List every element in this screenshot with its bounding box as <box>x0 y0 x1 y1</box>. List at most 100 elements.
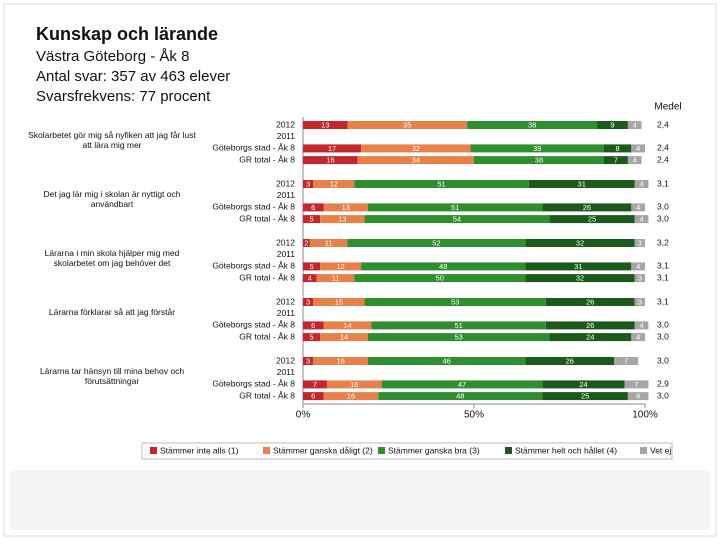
bar-label: 34 <box>412 156 420 165</box>
bar-label: 26 <box>566 356 574 365</box>
legend-label: Vet ej <box>650 445 671 455</box>
x-tick-label: 0% <box>296 410 311 421</box>
bar-segment <box>320 215 365 224</box>
bar-label: 32 <box>576 238 584 247</box>
bar-label: 11 <box>325 238 333 247</box>
question-label: Lärarna förklarar så att jag förstår <box>48 307 176 317</box>
y-tick-label: Göteborgs stad - Åk 8 <box>212 143 295 153</box>
medel-value: 3,1 <box>657 296 669 306</box>
y-tick-label: 2012 <box>276 355 295 365</box>
bar-segment <box>313 180 355 188</box>
legend-label: Stämmer inte alls (1) <box>160 445 239 455</box>
bar-segment <box>381 380 543 389</box>
bar-label: 46 <box>442 356 450 365</box>
bar-label: 39 <box>533 144 541 153</box>
y-tick-label: GR total - Åk 8 <box>239 213 295 223</box>
legend-label: Stämmer helt och hållet (4) <box>515 445 617 455</box>
bar-segment <box>303 262 321 271</box>
bar-segment <box>303 121 348 129</box>
y-tick-label: 2011 <box>277 131 296 141</box>
bar-label: 14 <box>340 333 348 342</box>
bar-label: 31 <box>574 262 582 271</box>
bar-segment <box>303 156 358 165</box>
bar-segment <box>361 144 471 153</box>
legend-swatch <box>263 447 270 454</box>
bar-label: 53 <box>451 297 459 306</box>
medel-value: 3,1 <box>657 272 669 282</box>
bar-segment <box>528 180 635 188</box>
bar-label: 3 <box>638 274 642 283</box>
bar-segment <box>549 333 632 342</box>
bar-label: 4 <box>633 156 637 165</box>
bar-label: 3 <box>306 297 310 306</box>
bar-segment <box>371 321 546 330</box>
bar-segment <box>634 321 649 330</box>
bar-segment <box>603 156 628 165</box>
bar-segment <box>634 298 645 306</box>
bar-segment <box>323 392 379 401</box>
bar-segment <box>634 274 645 283</box>
bar-segment <box>634 180 649 188</box>
bar-segment <box>357 156 474 165</box>
bar-label: 4 <box>636 203 640 212</box>
bar-label: 7 <box>634 380 638 389</box>
bar-label: 5 <box>309 215 313 224</box>
bar-segment <box>525 239 635 247</box>
bar-label: 52 <box>432 238 440 247</box>
bar-segment <box>525 357 615 365</box>
bar-segment <box>614 357 639 365</box>
bar-segment <box>316 274 355 283</box>
bar-label: 5 <box>309 262 313 271</box>
x-tick-label: 100% <box>632 410 658 421</box>
medel-value: 3,2 <box>657 237 669 247</box>
bar-label: 51 <box>454 321 462 330</box>
question-label: Lärarna tar hänsyn till mina behov och f… <box>39 366 185 386</box>
y-tick-label: Göteborgs stad - Åk 8 <box>212 202 295 212</box>
bar-segment <box>320 333 368 342</box>
medel-header: Medel <box>654 102 681 113</box>
bar-label: 13 <box>338 215 346 224</box>
bar-label: 7 <box>624 356 628 365</box>
chart-title: Kunskap och lärande <box>36 24 218 44</box>
bar-segment <box>627 156 642 165</box>
bar-label: 16 <box>350 380 358 389</box>
bar-label: 12 <box>336 262 344 271</box>
bar-label: 3 <box>306 356 310 365</box>
bar-segment <box>347 121 468 129</box>
y-tick-label: 2012 <box>276 178 295 188</box>
bar-label: 7 <box>614 156 618 165</box>
bar-segment <box>367 203 543 212</box>
medel-value: 2,4 <box>657 119 669 129</box>
medel-value: 3,1 <box>657 261 669 271</box>
legend-label: Stämmer ganska dåligt (2) <box>273 445 373 455</box>
bar-segment <box>354 274 526 283</box>
bar-label: 25 <box>588 215 596 224</box>
medel-value: 3,0 <box>657 390 669 400</box>
y-tick-label: GR total - Åk 8 <box>239 272 295 282</box>
bar-segment <box>303 357 314 365</box>
bar-label: 51 <box>451 203 459 212</box>
bar-segment <box>303 180 314 188</box>
bar-label: 4 <box>636 144 640 153</box>
bar-segment <box>542 392 628 401</box>
y-tick-label: Göteborgs stad - Åk 8 <box>212 261 295 271</box>
bar-label: 51 <box>437 179 445 188</box>
bar-label: 12 <box>330 179 338 188</box>
bar-label: 13 <box>321 120 329 129</box>
bar-label: 4 <box>636 262 640 271</box>
bar-segment <box>364 298 546 306</box>
legend-frame <box>141 442 673 460</box>
legend-label: Stämmer ganska bra (3) <box>388 445 480 455</box>
bar-segment <box>364 215 550 224</box>
bar-segment <box>367 357 526 365</box>
bar-label: 4 <box>639 215 643 224</box>
subtitle: Västra Göteborg - Åk 8 <box>36 48 189 65</box>
subtitle: Svarsfrekvens: 77 procent <box>36 88 211 105</box>
bar-label: 8 <box>616 144 620 153</box>
bar-label: 6 <box>636 392 640 401</box>
bar-label: 38 <box>528 120 536 129</box>
bar-segment <box>549 215 635 224</box>
bar-label: 16 <box>347 392 355 401</box>
medel-value: 3,0 <box>657 331 669 341</box>
